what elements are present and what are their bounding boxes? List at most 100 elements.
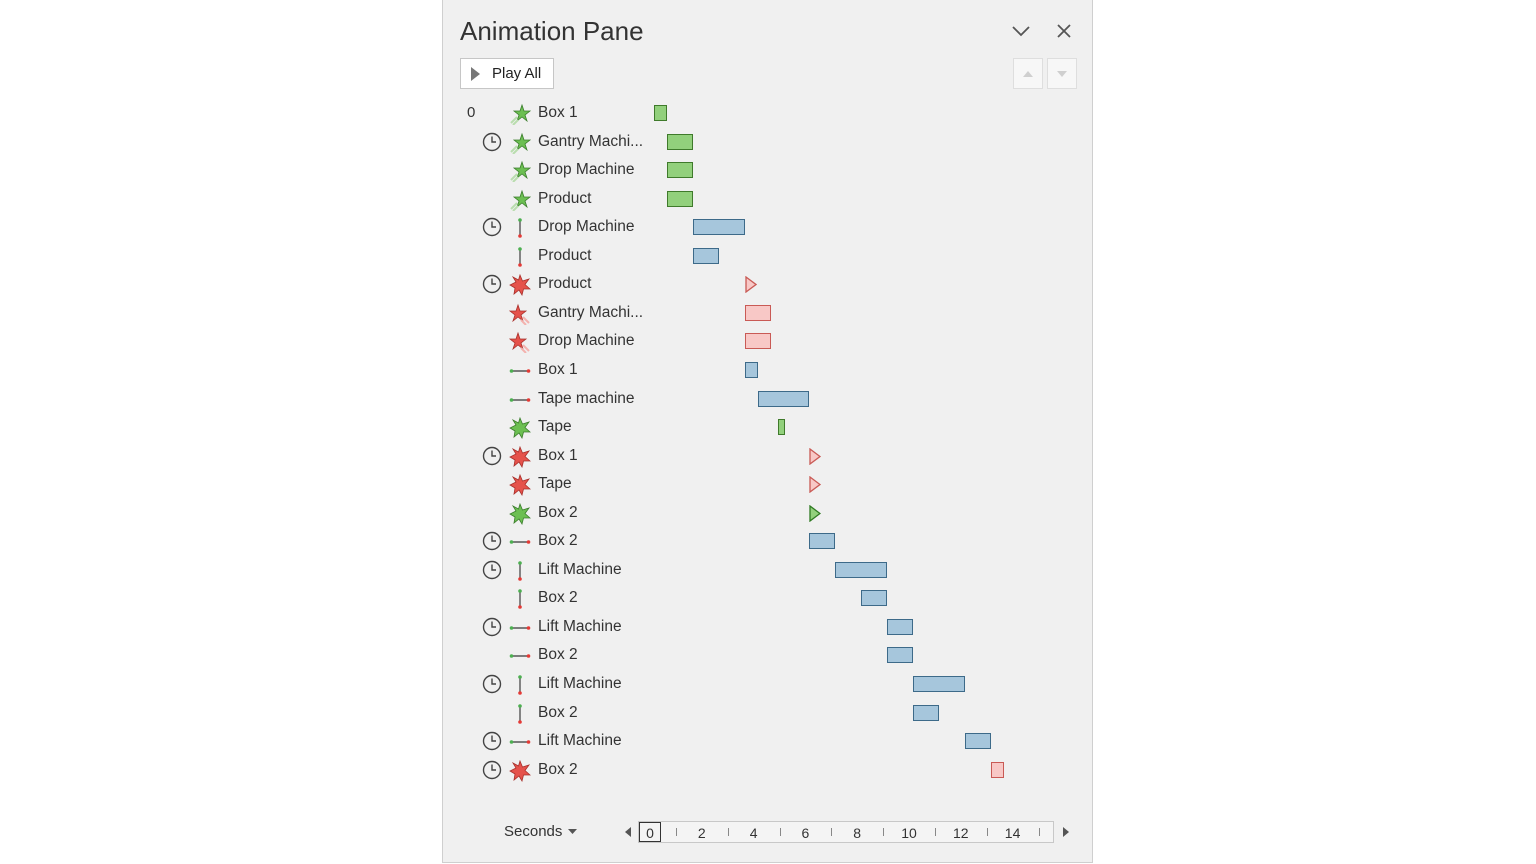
animation-list-item[interactable]: Box 2 <box>443 584 1094 612</box>
animation-label: Product <box>538 246 592 264</box>
timeline-minor-tick <box>883 828 885 836</box>
triangle-down-icon <box>1057 70 1067 77</box>
timeline-bar[interactable] <box>861 590 888 607</box>
animation-list-item[interactable]: Box 1 <box>443 356 1094 384</box>
timeline-bar[interactable] <box>913 676 965 692</box>
exit-burst-icon <box>509 445 532 468</box>
timeline-minor-tick <box>1038 828 1040 836</box>
animation-list-item[interactable]: Tape <box>443 470 1094 498</box>
clock-icon <box>482 731 502 756</box>
animation-list-item[interactable]: Box 2 <box>443 641 1094 669</box>
animation-list-item[interactable]: Box 2 <box>443 699 1094 727</box>
animation-list-item[interactable]: Lift Machine <box>443 556 1094 584</box>
animation-label: Box 2 <box>538 760 578 778</box>
timeline-minor-tick <box>675 828 677 836</box>
timeline-bar[interactable] <box>692 219 745 236</box>
animation-list-item[interactable]: Gantry Machi... <box>443 299 1094 327</box>
animation-list-item[interactable]: Product <box>443 185 1094 213</box>
animation-list-item[interactable]: Drop Machine <box>443 327 1094 355</box>
timeline-ruler[interactable]: 2 4 6 8 10 12 14 0 <box>638 821 1054 843</box>
entrance-icon <box>509 160 532 183</box>
timeline-scroll-right-button[interactable] <box>1061 824 1071 840</box>
animation-list-item[interactable]: Lift Machine <box>443 670 1094 698</box>
timeline-bar[interactable] <box>809 533 836 550</box>
exit-burst-icon <box>509 473 532 497</box>
animation-list-item[interactable]: Drop Machine <box>443 156 1094 184</box>
animation-label: Drop Machine <box>538 161 635 179</box>
motion-horizontal-icon <box>509 645 531 667</box>
pane-title: Animation Pane <box>460 16 644 46</box>
clock-icon <box>482 674 502 699</box>
timeline-bar[interactable] <box>964 733 991 750</box>
timeline-tick-label: 12 <box>953 825 969 841</box>
triangle-up-icon <box>1023 70 1033 77</box>
timeline-bar[interactable] <box>654 105 667 121</box>
timeline-minor-tick <box>831 828 833 836</box>
motion-horizontal-icon <box>509 617 531 639</box>
timeline-minor-tick <box>779 828 781 836</box>
animation-list-item[interactable]: 0 Box 1 <box>443 99 1094 127</box>
timeline-bar[interactable] <box>913 704 939 721</box>
timeline-tick-label: 4 <box>749 825 758 841</box>
task-pane-options-button[interactable] <box>1003 16 1039 46</box>
motion-vertical-icon <box>509 703 531 725</box>
clock-icon <box>482 760 502 785</box>
motion-horizontal-icon <box>509 389 531 411</box>
instant-effect-marker[interactable] <box>809 476 822 494</box>
animation-list-item[interactable]: Gantry Machi... <box>443 128 1094 156</box>
animation-label: Gantry Machi... <box>538 132 644 150</box>
animation-list-item[interactable]: Product <box>443 242 1094 270</box>
animation-label: Product <box>538 189 592 207</box>
timeline-scroll-left-button[interactable] <box>623 824 633 840</box>
animation-list-item[interactable]: Drop Machine <box>443 213 1094 241</box>
animation-label: Lift Machine <box>538 732 622 750</box>
timeline-minor-tick <box>986 828 988 836</box>
timeline-bar[interactable] <box>744 304 771 321</box>
timeline-bar[interactable] <box>778 419 785 436</box>
timeline-bar[interactable] <box>757 390 810 407</box>
motion-vertical-icon <box>509 217 531 239</box>
animation-list-item[interactable]: Lift Machine <box>443 727 1094 755</box>
seconds-label: Seconds <box>504 823 563 840</box>
triangle-left-icon <box>625 827 631 837</box>
animation-list-item[interactable]: Tape <box>443 413 1094 441</box>
instant-effect-marker[interactable] <box>744 276 757 294</box>
clock-icon <box>482 217 502 242</box>
timeline-bar[interactable] <box>666 190 693 207</box>
timeline-bar[interactable] <box>744 333 771 350</box>
seconds-dropdown[interactable]: Seconds <box>504 823 578 840</box>
animation-label: Box 1 <box>538 446 578 464</box>
animation-list-item[interactable]: Tape machine <box>443 385 1094 413</box>
clock-icon <box>482 560 502 585</box>
instant-effect-marker[interactable] <box>809 447 822 465</box>
timeline-tick-label: 6 <box>801 825 810 841</box>
entrance-burst-icon <box>509 502 532 525</box>
instant-effect-marker[interactable] <box>809 504 822 522</box>
move-earlier-button[interactable] <box>1013 58 1043 89</box>
close-button[interactable] <box>1047 16 1081 46</box>
timeline-tick-label: 10 <box>901 825 917 841</box>
timeline-bar[interactable] <box>887 647 913 664</box>
clock-icon <box>482 617 502 642</box>
caret-down-icon <box>568 828 578 834</box>
animation-list-item[interactable]: Box 2 <box>443 527 1094 555</box>
timeline-bar[interactable] <box>666 162 693 179</box>
timeline-bar[interactable] <box>744 361 758 378</box>
timeline-bar[interactable] <box>990 761 1004 778</box>
motion-horizontal-icon <box>509 360 531 382</box>
timeline-bar[interactable] <box>835 561 888 578</box>
timeline-bar[interactable] <box>887 618 913 635</box>
timeline-bar[interactable] <box>692 247 719 264</box>
animation-list-item[interactable]: Box 2 <box>443 499 1094 527</box>
animation-label: Box 2 <box>538 589 578 607</box>
animation-list-item[interactable]: Box 1 <box>443 442 1094 470</box>
timeline-bar[interactable] <box>666 133 693 150</box>
motion-vertical-icon <box>509 560 531 582</box>
animation-label: Box 1 <box>538 104 578 121</box>
timeline-minor-tick <box>934 828 936 836</box>
animation-list-item[interactable]: Lift Machine <box>443 613 1094 641</box>
animation-list-item[interactable]: Product <box>443 270 1094 298</box>
move-later-button[interactable] <box>1047 58 1077 89</box>
animation-list-item[interactable]: Box 2 <box>443 756 1094 784</box>
play-all-button[interactable]: Play All <box>460 58 554 89</box>
